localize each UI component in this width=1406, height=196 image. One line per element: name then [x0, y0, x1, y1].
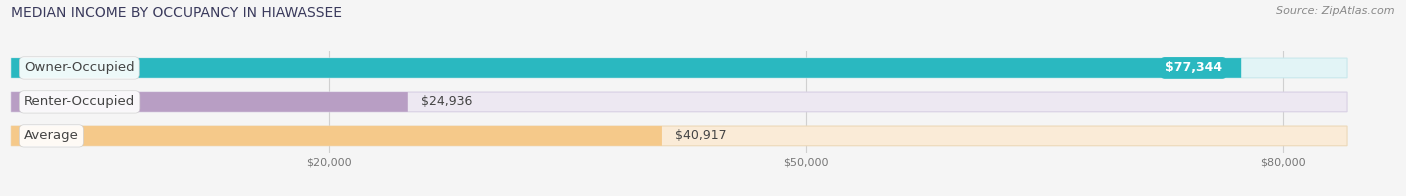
Text: $40,917: $40,917	[675, 129, 727, 142]
FancyBboxPatch shape	[11, 92, 1347, 112]
FancyBboxPatch shape	[11, 126, 1347, 146]
Text: MEDIAN INCOME BY OCCUPANCY IN HIAWASSEE: MEDIAN INCOME BY OCCUPANCY IN HIAWASSEE	[11, 6, 342, 20]
FancyBboxPatch shape	[11, 126, 662, 146]
Text: $24,936: $24,936	[420, 95, 472, 108]
Text: $77,344: $77,344	[1166, 62, 1222, 74]
Text: Owner-Occupied: Owner-Occupied	[24, 62, 135, 74]
Text: Renter-Occupied: Renter-Occupied	[24, 95, 135, 108]
FancyBboxPatch shape	[11, 58, 1347, 78]
FancyBboxPatch shape	[11, 58, 1241, 78]
FancyBboxPatch shape	[11, 92, 408, 112]
Text: Average: Average	[24, 129, 79, 142]
Text: Source: ZipAtlas.com: Source: ZipAtlas.com	[1277, 6, 1395, 16]
